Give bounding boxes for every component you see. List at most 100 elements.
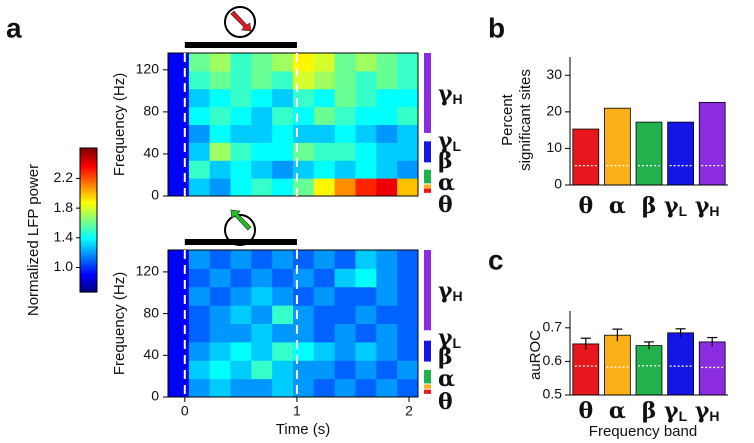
colorbar-label: Normalized LFP power [25, 164, 42, 316]
colorbar-step [80, 244, 97, 247]
heatmap-cell [168, 160, 190, 179]
heatmap-cell [376, 53, 398, 72]
heatmap-cell [209, 341, 231, 361]
colorbar-step [80, 191, 97, 195]
bar [635, 121, 663, 186]
colorbar-step [80, 234, 97, 238]
heatmap-cell [355, 88, 377, 108]
heatmap-cell [209, 323, 231, 343]
x-tick-label: 2 [405, 403, 413, 419]
heatmap-cell [397, 360, 419, 380]
heatmap-cell [230, 341, 252, 361]
heatmap-cell [313, 53, 336, 72]
heatmap-cell [355, 305, 377, 324]
heatmap-cell [209, 178, 231, 197]
heatmap-cell [313, 178, 336, 197]
heatmap-cell [168, 106, 190, 125]
bar [572, 343, 600, 396]
band-bracket [424, 340, 431, 362]
category-label: β [642, 193, 657, 219]
heatmap-cell [334, 88, 356, 108]
colorbar-step [80, 287, 97, 291]
heatmap-cell [397, 305, 419, 324]
heatmap-cell [188, 88, 211, 108]
heatmap-cell [230, 268, 252, 288]
colorbar-step [80, 277, 97, 281]
band-label: γL [438, 325, 462, 351]
colorbar-step [80, 251, 97, 255]
heatmap-cell [313, 70, 336, 90]
colorbar-step [80, 258, 97, 262]
colorbar-tick-label: 2.2 [54, 169, 74, 185]
heatmap-cell [188, 286, 211, 306]
colorbar-step [80, 232, 97, 235]
colorbar-step [80, 172, 97, 175]
category-label: β [642, 398, 657, 424]
heatmap-cell [397, 70, 419, 90]
band-bracket [424, 141, 431, 163]
y-tick-label: 0.5 [543, 386, 563, 402]
heatmap-cell [251, 250, 273, 269]
heatmap-cell [168, 378, 190, 398]
heatmap-cell [313, 286, 336, 306]
colorbar-tick-label: 1.4 [54, 229, 74, 245]
heatmap-cell [188, 341, 211, 361]
heatmap-cell [293, 70, 315, 90]
band-label: γH [438, 81, 463, 107]
y-axis-label: auROC [527, 330, 544, 380]
colorbar-step [80, 224, 97, 228]
panel-label: b [488, 12, 505, 43]
heatmap-cell [293, 305, 315, 324]
y-axis-label: significant sites [517, 69, 534, 171]
heatmap-cell [168, 323, 190, 343]
heatmap-cell [355, 250, 377, 269]
heatmap-cell [188, 305, 211, 324]
heatmap-cell [313, 305, 336, 324]
colorbar-step [80, 210, 97, 214]
heatmap-cell [397, 268, 419, 288]
heatmap-cell [355, 378, 377, 398]
heatmap-cell [188, 142, 211, 161]
heatmap-cell [168, 268, 190, 288]
heatmap-cell [168, 178, 190, 197]
category-label: θ [578, 398, 593, 424]
colorbar-step [80, 196, 97, 199]
heatmap-cell [168, 88, 190, 108]
heatmap-cell [168, 124, 190, 143]
heatmap-cell [334, 360, 356, 380]
colorbar-step [80, 169, 97, 173]
heatmap-cell [188, 160, 211, 179]
bar [698, 101, 726, 186]
heatmap-cell [293, 53, 315, 72]
heatmap-cell [313, 88, 336, 108]
heatmap-cell [313, 250, 336, 269]
category-label: θ [578, 193, 593, 219]
x-axis-label: Time (s) [276, 421, 330, 438]
colorbar-step [80, 270, 97, 274]
heatmap-cell [188, 124, 211, 143]
colorbar-step [80, 205, 97, 209]
heatmap-cell [376, 286, 398, 306]
heatmap-cell [376, 268, 398, 288]
band-label: β [438, 148, 453, 174]
heatmap-cell [376, 378, 398, 398]
colorbar-step [80, 203, 97, 207]
heatmap-cell [209, 70, 231, 90]
heatmap-cell [272, 268, 294, 288]
heatmap-cell [209, 160, 231, 179]
heatmap-cell [209, 106, 231, 125]
band-label: α [438, 170, 455, 196]
colorbar-step [80, 260, 97, 264]
heatmap-cell [272, 378, 294, 398]
heatmap-cell [334, 305, 356, 324]
heatmap-cell [334, 53, 356, 72]
heatmap-cell [355, 70, 377, 90]
heatmap-cell [334, 250, 356, 269]
heatmap-cell [168, 305, 190, 324]
category-label: γH [695, 398, 720, 424]
heatmap-cell [230, 142, 252, 161]
bar [604, 334, 631, 396]
colorbar-step [80, 239, 97, 243]
heatmap-cell [168, 70, 190, 90]
band-label: α [438, 366, 455, 392]
